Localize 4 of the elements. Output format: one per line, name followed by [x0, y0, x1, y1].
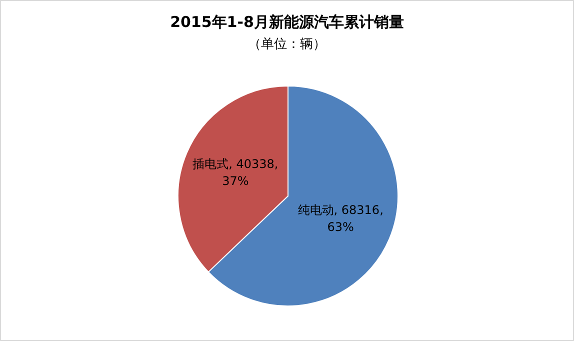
chart-title: 2015年1-8月新能源汽车累计销量: [169, 13, 405, 32]
slice-label: 插电式, 40338, 37%: [192, 156, 280, 190]
slice-label: 纯电动, 68316, 63%: [296, 202, 384, 236]
chart-subtitle: （单位：辆）: [247, 36, 327, 53]
